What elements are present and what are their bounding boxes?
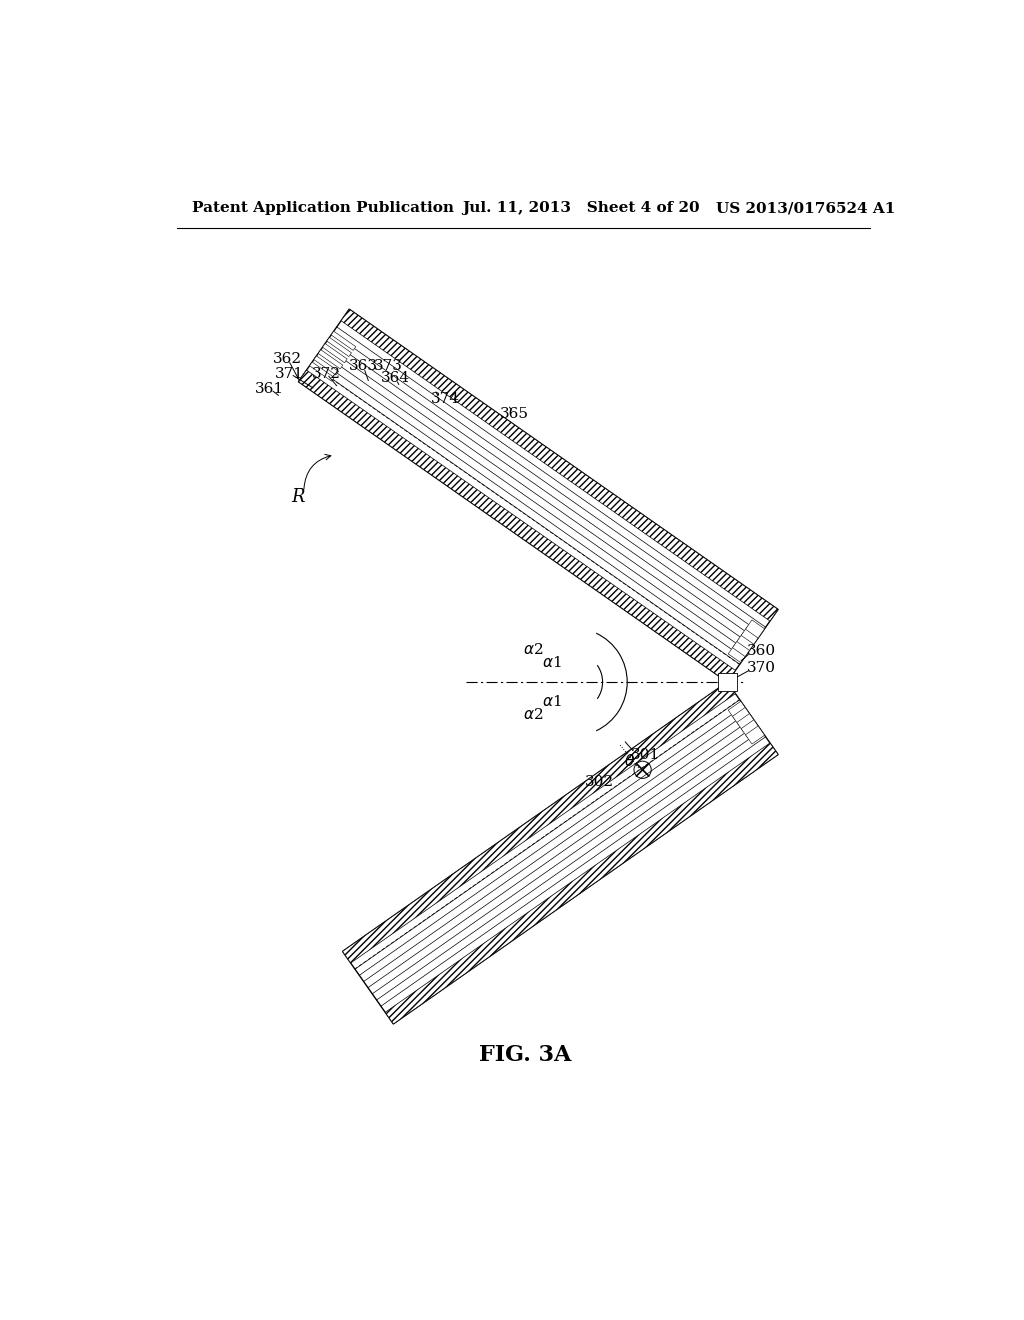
Polygon shape	[737, 714, 756, 731]
Polygon shape	[385, 743, 778, 1024]
Polygon shape	[718, 673, 736, 692]
Text: 361: 361	[255, 383, 285, 396]
Polygon shape	[331, 331, 355, 350]
Polygon shape	[745, 620, 765, 638]
Polygon shape	[741, 719, 760, 738]
Polygon shape	[732, 639, 752, 656]
Text: 371: 371	[275, 367, 304, 381]
Text: 360: 360	[746, 644, 776, 659]
Text: 302: 302	[585, 775, 614, 789]
Polygon shape	[728, 701, 748, 719]
Text: 374: 374	[431, 392, 460, 405]
Text: 372: 372	[311, 367, 341, 381]
Polygon shape	[741, 626, 760, 644]
Polygon shape	[298, 370, 735, 682]
Text: 301: 301	[631, 748, 660, 762]
Text: $\alpha$2: $\alpha$2	[523, 706, 544, 722]
Text: $\alpha$1: $\alpha$1	[542, 655, 561, 671]
Text: R: R	[292, 488, 305, 506]
Text: 362: 362	[273, 351, 302, 366]
Polygon shape	[732, 708, 752, 726]
Text: 373: 373	[374, 359, 402, 374]
Polygon shape	[309, 362, 334, 381]
Text: US 2013/0176524 A1: US 2013/0176524 A1	[716, 202, 895, 215]
Polygon shape	[318, 350, 343, 368]
Polygon shape	[298, 309, 778, 682]
Text: 363: 363	[348, 359, 378, 374]
Polygon shape	[327, 338, 351, 356]
Polygon shape	[745, 726, 765, 744]
Text: 370: 370	[746, 661, 775, 675]
Text: Jul. 11, 2013   Sheet 4 of 20: Jul. 11, 2013 Sheet 4 of 20	[462, 202, 699, 215]
Polygon shape	[343, 682, 735, 964]
Polygon shape	[323, 343, 347, 363]
Text: FIG. 3A: FIG. 3A	[478, 1044, 571, 1067]
Text: $\theta$: $\theta$	[624, 754, 635, 770]
Polygon shape	[728, 644, 748, 663]
Polygon shape	[314, 356, 339, 375]
Text: $\alpha$1: $\alpha$1	[542, 694, 561, 709]
Text: $\alpha$2: $\alpha$2	[523, 642, 544, 657]
Text: 365: 365	[500, 407, 529, 421]
Polygon shape	[737, 632, 756, 651]
Polygon shape	[341, 309, 778, 622]
Text: 364: 364	[381, 371, 410, 385]
Text: Patent Application Publication: Patent Application Publication	[193, 202, 455, 215]
Polygon shape	[343, 682, 778, 1024]
